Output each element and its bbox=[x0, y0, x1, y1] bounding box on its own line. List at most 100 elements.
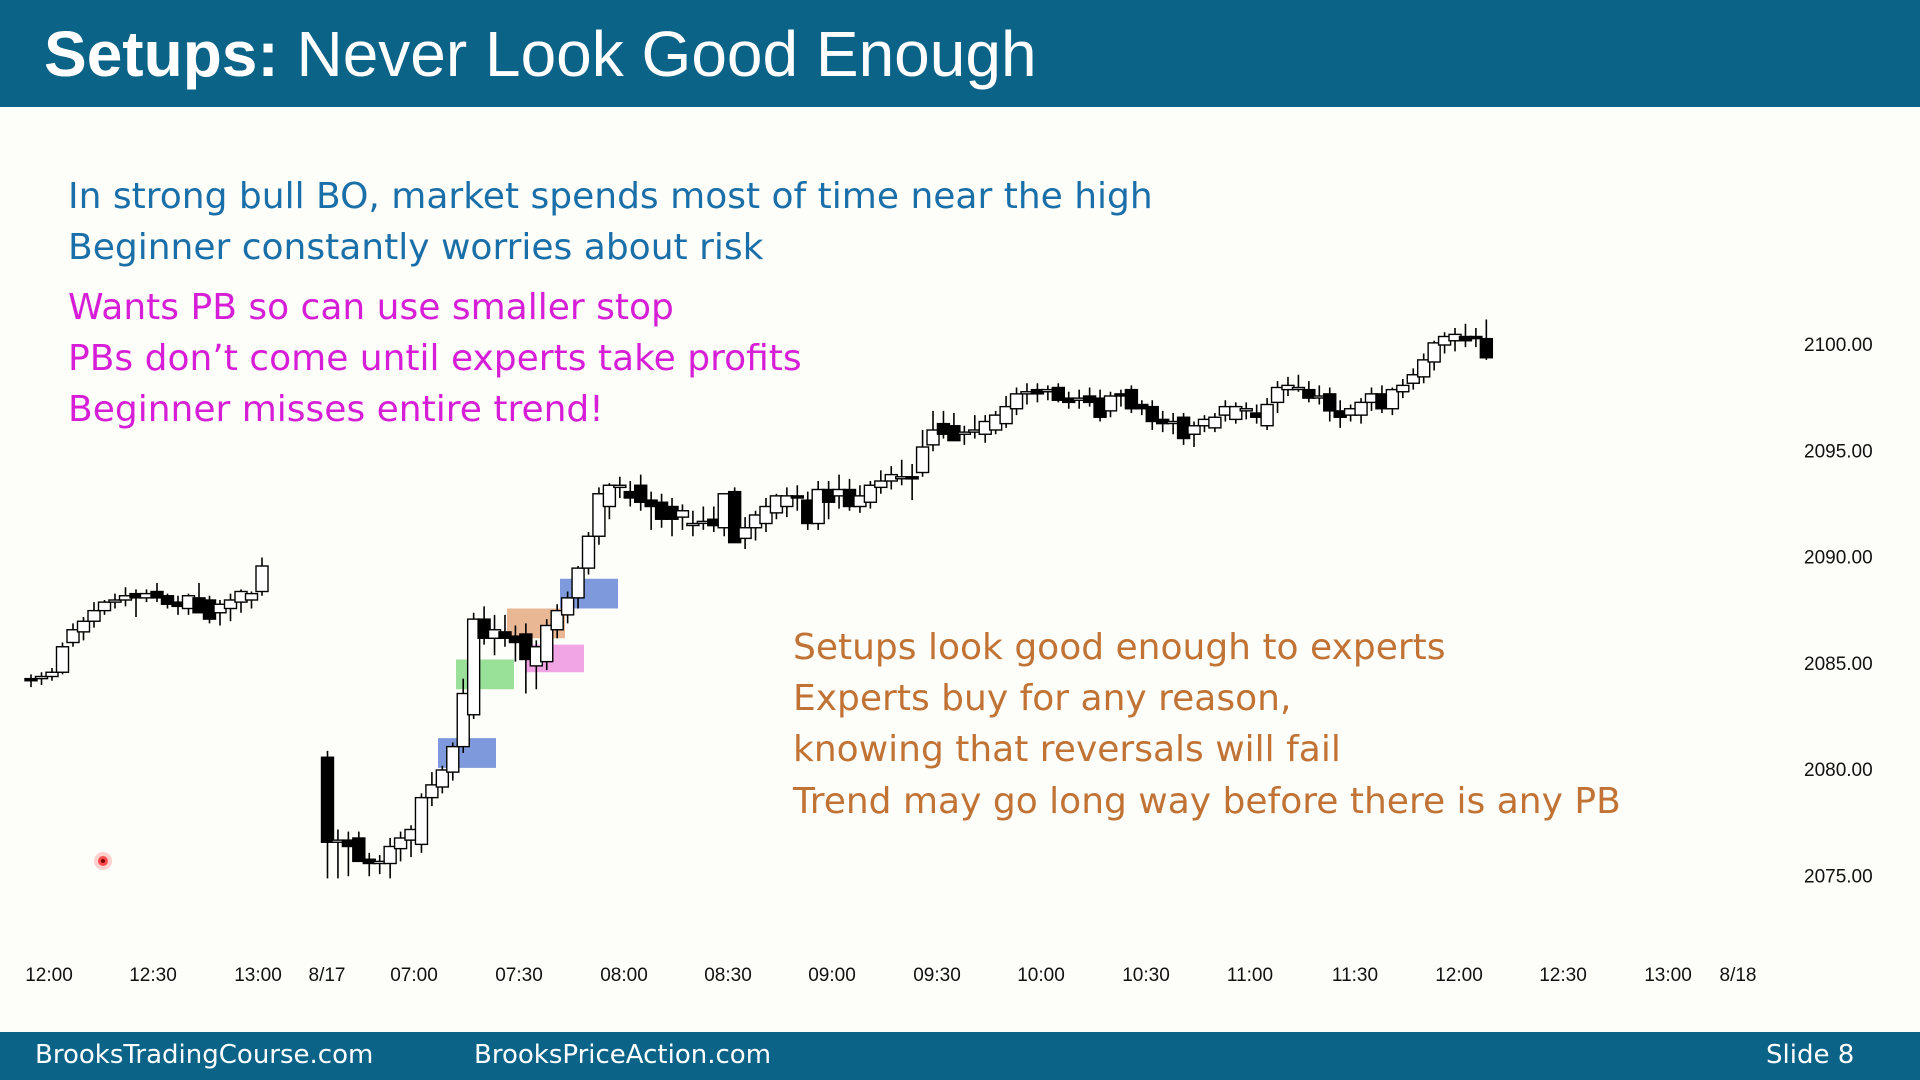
candle-body bbox=[926, 429, 940, 446]
note-orange-4: Trend may go long way before there is an… bbox=[793, 781, 1621, 822]
x-tick-label: 07:30 bbox=[495, 965, 543, 986]
candle-body bbox=[613, 484, 627, 489]
candle-body bbox=[1051, 386, 1066, 401]
x-tick-label: 09:30 bbox=[913, 965, 961, 986]
candle-body bbox=[675, 510, 690, 518]
note-magenta-1: Wants PB so can use smaller stop bbox=[68, 287, 674, 328]
note-orange-3: knowing that reversals will fail bbox=[793, 729, 1341, 770]
candle-body bbox=[1229, 405, 1243, 421]
candle-body bbox=[150, 590, 164, 599]
candle-body bbox=[1208, 416, 1222, 429]
pointer-cursor bbox=[98, 856, 108, 866]
y-tick-label: 2085.00 bbox=[1804, 654, 1873, 675]
title-rest: Never Look Good Enough bbox=[278, 18, 1037, 90]
candle-body bbox=[1427, 342, 1441, 363]
x-tick-label: 11:30 bbox=[1332, 965, 1378, 986]
candle-body bbox=[1124, 388, 1139, 410]
candle-body bbox=[435, 769, 450, 788]
candle-body bbox=[425, 784, 439, 799]
title-bold: Setups: bbox=[44, 18, 279, 90]
footer-site-2: BrooksPriceAction.com bbox=[474, 1040, 772, 1070]
candle-body bbox=[1469, 335, 1483, 340]
candle-body bbox=[160, 595, 175, 605]
candle-body bbox=[87, 609, 101, 622]
candle-body bbox=[738, 527, 752, 540]
candlestick-chart: 2100.00 2095.00 2090.00 2085.00 2080.00 2075.… bbox=[24, 319, 1873, 986]
candle-body bbox=[1479, 337, 1494, 359]
candle-body bbox=[66, 629, 80, 644]
candle-body bbox=[1239, 408, 1253, 412]
title-bar: Setups: Never Look Good Enough bbox=[0, 0, 1920, 107]
candle-body bbox=[223, 599, 238, 610]
note-orange-1: Setups look good enough to experts bbox=[793, 627, 1446, 668]
candle-body bbox=[1270, 386, 1285, 404]
x-tick-label: 8/17 bbox=[309, 965, 346, 986]
candle-body bbox=[1009, 393, 1024, 410]
x-tick-label: 07:00 bbox=[390, 965, 438, 986]
note-orange-2: Experts buy for any reason, bbox=[793, 678, 1292, 719]
candle-body bbox=[255, 565, 269, 593]
candle-body bbox=[1416, 359, 1431, 378]
candle-body bbox=[477, 618, 491, 639]
x-tick-label: 13:00 bbox=[1644, 965, 1692, 986]
candle-body bbox=[1291, 386, 1306, 391]
x-tick-label: 11:00 bbox=[1227, 965, 1273, 986]
x-tick-label: 12:30 bbox=[129, 965, 177, 986]
candle-body bbox=[1260, 403, 1274, 427]
candle-body bbox=[602, 484, 617, 508]
y-tick-label: 2075.00 bbox=[1804, 866, 1873, 887]
candle-body bbox=[780, 495, 794, 508]
candle-body bbox=[874, 480, 888, 489]
candle-body bbox=[55, 646, 70, 673]
candle-body bbox=[634, 484, 648, 503]
candle-body bbox=[352, 837, 366, 863]
y-tick-label: 2080.00 bbox=[1804, 760, 1873, 781]
candle-body bbox=[244, 592, 259, 601]
x-tick-label: 13:00 bbox=[234, 965, 282, 986]
candle-body bbox=[999, 405, 1013, 425]
x-tick-label: 12:00 bbox=[25, 965, 73, 986]
candle-body bbox=[393, 837, 408, 850]
footer-bar: BrooksTradingCourse.com BrooksPriceActio… bbox=[0, 1032, 1920, 1080]
note-magenta-3: Beginner misses entire trend! bbox=[68, 389, 604, 430]
x-tick-label: 08:30 bbox=[704, 965, 752, 986]
candle-body bbox=[915, 446, 930, 474]
candle-body bbox=[97, 601, 112, 612]
candle-body bbox=[76, 620, 91, 633]
y-tick-label: 2100.00 bbox=[1804, 335, 1873, 356]
setup-highlight bbox=[456, 659, 514, 690]
x-tick-label: 8/18 bbox=[1720, 965, 1757, 986]
candle-body bbox=[790, 495, 804, 499]
candle-body bbox=[1145, 405, 1159, 423]
candle-body bbox=[905, 476, 919, 480]
slide-number: Slide 8 bbox=[1766, 1040, 1855, 1070]
y-tick-label: 2090.00 bbox=[1804, 548, 1873, 569]
candle-body bbox=[34, 675, 49, 680]
candle-body bbox=[592, 493, 606, 537]
candle-body bbox=[540, 624, 554, 663]
candle-body bbox=[414, 796, 429, 846]
candle-body bbox=[1103, 395, 1118, 412]
candle-body bbox=[560, 597, 575, 616]
candle-body bbox=[1385, 388, 1400, 410]
candle-body bbox=[45, 671, 59, 678]
x-tick-label: 09:00 bbox=[808, 965, 856, 986]
note-blue-1: In strong bull BO, market spends most of… bbox=[68, 176, 1153, 217]
x-tick-label: 12:00 bbox=[1435, 965, 1483, 986]
x-tick-label: 10:30 bbox=[1122, 965, 1170, 986]
candle-body bbox=[383, 845, 397, 865]
candle-body bbox=[466, 618, 481, 716]
candle-body bbox=[863, 484, 878, 503]
candle-body bbox=[759, 505, 773, 525]
candle-body bbox=[686, 522, 700, 527]
candle-body bbox=[1187, 425, 1201, 435]
slide-title: Setups: Never Look Good Enough bbox=[44, 16, 1037, 92]
candle-body bbox=[108, 599, 122, 603]
candle-body bbox=[1396, 384, 1410, 393]
x-tick-label: 08:00 bbox=[600, 965, 648, 986]
x-tick-label: 12:30 bbox=[1539, 965, 1587, 986]
x-tick-label: 10:00 bbox=[1017, 965, 1065, 986]
candle-body bbox=[550, 609, 564, 631]
y-tick-label: 2095.00 bbox=[1804, 441, 1873, 462]
note-blue-2: Beginner constantly worries about risk bbox=[68, 227, 764, 268]
